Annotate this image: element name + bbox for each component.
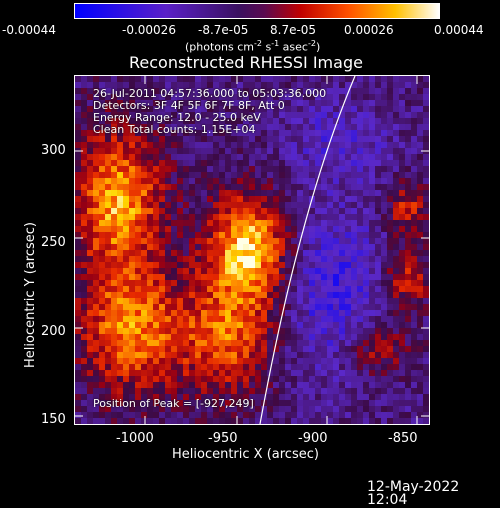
- info-clean-counts: Clean Total counts: 1.15E+04: [93, 123, 256, 136]
- generated-timestamp: 12-May-2022 12:04: [367, 479, 460, 508]
- y-tick-label: 150: [41, 412, 66, 427]
- colorbar-tick-label: -0.00026: [122, 23, 176, 37]
- units-text: s: [261, 40, 272, 54]
- units-text: (photons cm: [185, 40, 254, 54]
- rhessi-heatmap: [75, 76, 429, 424]
- info-time-range: 26-Jul-2011 04:57:36.000 to 05:03:36.000: [93, 87, 327, 100]
- x-tick-label: -850: [388, 431, 418, 446]
- units-text: asec: [279, 40, 308, 54]
- x-tick-label: -950: [208, 431, 238, 446]
- x-tick-label: -900: [298, 431, 328, 446]
- info-energy-range: Energy Range: 12.0 - 25.0 keV: [93, 111, 261, 124]
- units-sup: -2: [307, 39, 316, 48]
- units-text: ): [315, 40, 321, 54]
- colorbar-tick-label: 0.00044: [434, 23, 484, 37]
- colorbar: [74, 3, 440, 19]
- colorbar-tick-label: 0.00026: [344, 23, 394, 37]
- y-tick-label: 250: [41, 235, 66, 250]
- peak-position: Position of Peak = [-927,249]: [93, 397, 254, 410]
- colorbar-tick-label: -0.00044: [2, 23, 56, 37]
- units-sup: -2: [253, 39, 262, 48]
- y-axis-label: Heliocentric Y (arcsec): [23, 222, 38, 368]
- rhessi-image-plot: [74, 75, 430, 425]
- solar-limb-arc: [259, 76, 356, 424]
- units-sup: -1: [271, 39, 280, 48]
- y-tick-label: 300: [41, 143, 66, 158]
- y-tick-label: 200: [41, 324, 66, 339]
- colorbar-units: (photons cm-2 s-1 asec-2): [185, 38, 320, 54]
- x-axis-label: Heliocentric X (arcsec): [172, 447, 319, 462]
- plot-title: Reconstructed RHESSI Image: [129, 53, 363, 72]
- info-detectors: Detectors: 3F 4F 5F 6F 7F 8F, Att 0: [93, 99, 285, 112]
- colorbar-tick-label: 8.7e-05: [270, 23, 317, 37]
- colorbar-gradient: [75, 4, 439, 18]
- colorbar-tick-label: -8.7e-05: [198, 23, 249, 37]
- x-tick-label: -1000: [116, 431, 154, 446]
